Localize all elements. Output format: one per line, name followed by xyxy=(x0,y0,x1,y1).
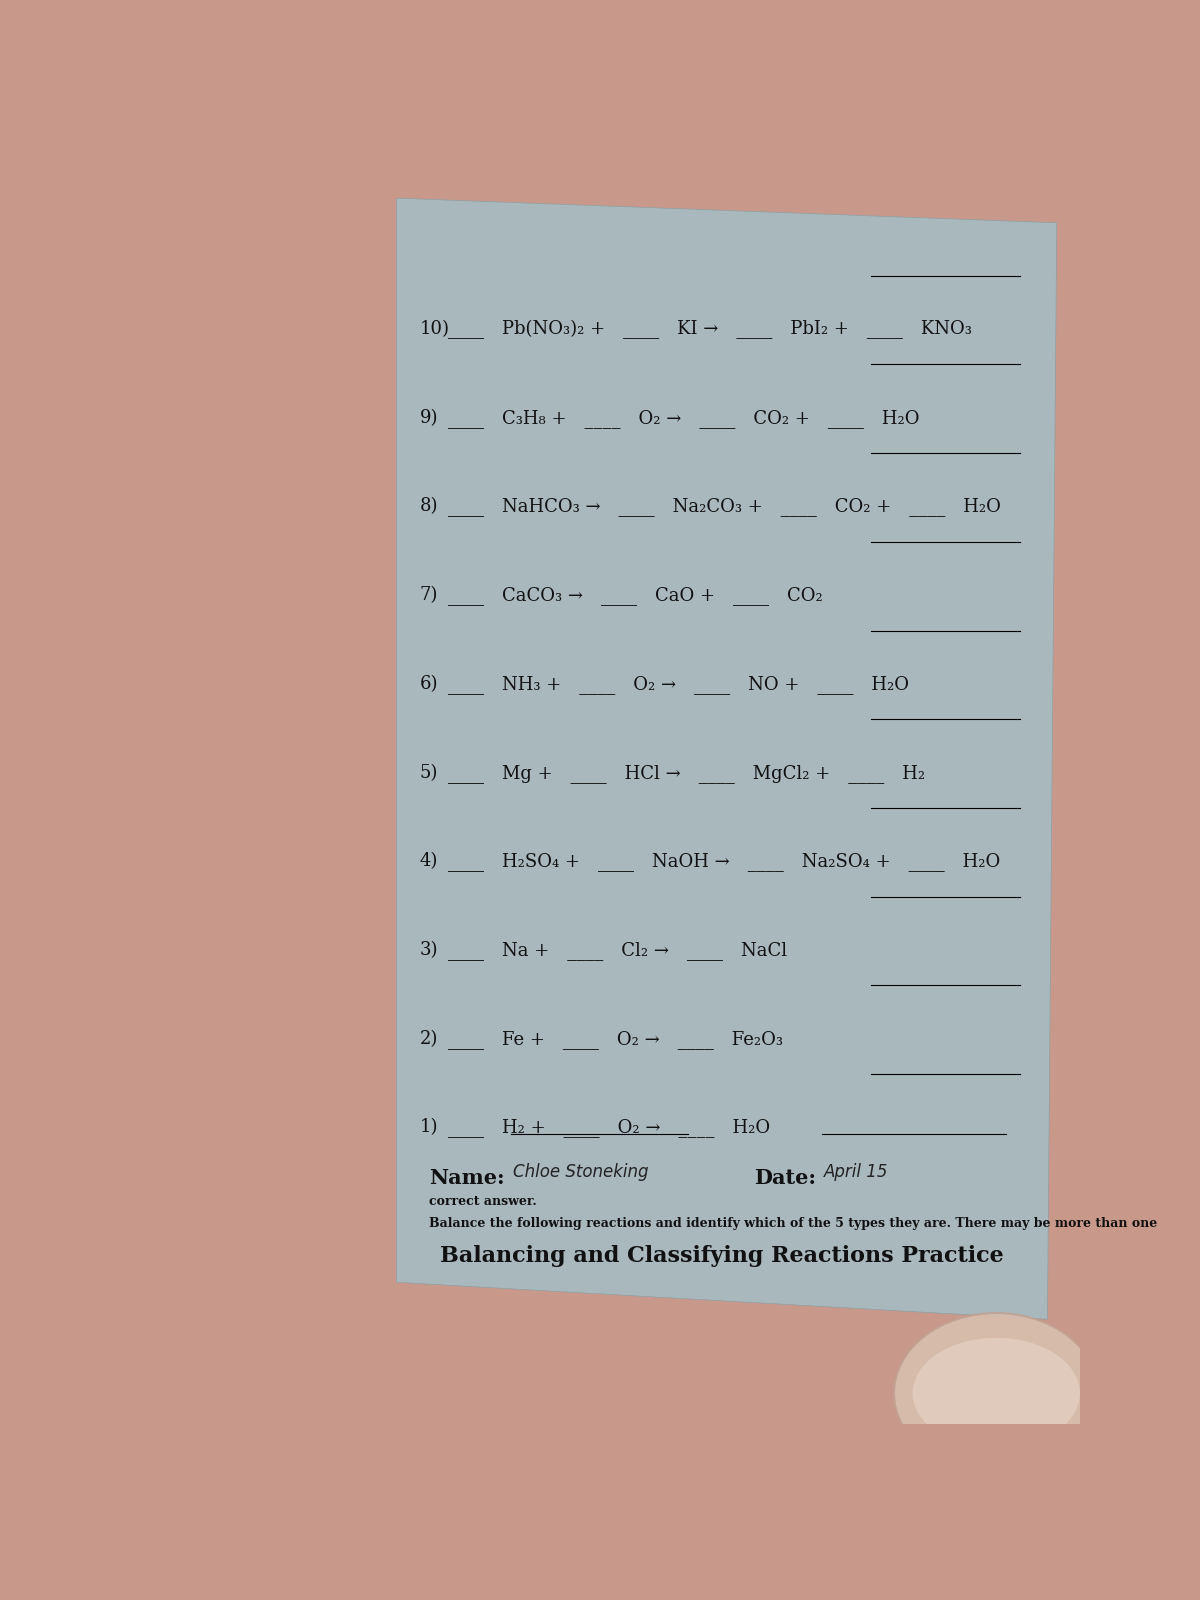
Text: ____ CaCO₃ → ____ CaO + ____ CO₂: ____ CaCO₃ → ____ CaO + ____ CO₂ xyxy=(448,586,822,605)
Text: ____ Fe + ____ O₂ → ____ Fe₂O₃: ____ Fe + ____ O₂ → ____ Fe₂O₃ xyxy=(448,1030,782,1048)
Text: 5): 5) xyxy=(420,763,438,782)
Text: ____ H₂SO₄ + ____ NaOH → ____ Na₂SO₄ + ____ H₂O: ____ H₂SO₄ + ____ NaOH → ____ Na₂SO₄ + _… xyxy=(448,853,1000,872)
Text: ____ NH₃ + ____ O₂ → ____ NO + ____ H₂O: ____ NH₃ + ____ O₂ → ____ NO + ____ H₂O xyxy=(448,675,908,694)
Text: 3): 3) xyxy=(420,941,438,958)
Text: Name:: Name: xyxy=(430,1168,505,1187)
Text: 9): 9) xyxy=(420,410,438,427)
Text: Balance the following reactions and identify which of the 5 types they are. Ther: Balance the following reactions and iden… xyxy=(430,1218,1157,1230)
Text: 4): 4) xyxy=(420,853,438,870)
Text: Balancing and Classifying Reactions Practice: Balancing and Classifying Reactions Prac… xyxy=(440,1245,1004,1267)
Text: 10): 10) xyxy=(420,320,450,338)
Text: Chloe Stoneking: Chloe Stoneking xyxy=(512,1163,648,1181)
Text: 2): 2) xyxy=(420,1030,438,1048)
Text: 6): 6) xyxy=(420,675,438,693)
Text: 1): 1) xyxy=(420,1118,438,1136)
Ellipse shape xyxy=(913,1338,1080,1448)
Ellipse shape xyxy=(894,1314,1099,1474)
Text: ____ Mg + ____ HCl → ____ MgCl₂ + ____ H₂: ____ Mg + ____ HCl → ____ MgCl₂ + ____ H… xyxy=(448,763,925,782)
Text: ____ H₂ + ____ O₂ → ____ H₂O: ____ H₂ + ____ O₂ → ____ H₂O xyxy=(448,1118,769,1138)
Text: 7): 7) xyxy=(420,586,438,605)
Text: 8): 8) xyxy=(420,498,438,515)
Text: correct answer.: correct answer. xyxy=(430,1195,536,1208)
Text: April 15: April 15 xyxy=(824,1163,889,1181)
Text: ____ Na + ____ Cl₂ → ____ NaCl: ____ Na + ____ Cl₂ → ____ NaCl xyxy=(448,941,787,960)
Polygon shape xyxy=(396,198,1057,1320)
Text: ____ C₃H₈ + ____ O₂ → ____ CO₂ + ____ H₂O: ____ C₃H₈ + ____ O₂ → ____ CO₂ + ____ H₂… xyxy=(448,410,919,427)
Text: Date:: Date: xyxy=(755,1168,816,1187)
Text: ____ Pb(NO₃)₂ + ____ KI → ____ PbI₂ + ____ KNO₃: ____ Pb(NO₃)₂ + ____ KI → ____ PbI₂ + __… xyxy=(448,320,972,339)
Text: ____ NaHCO₃ → ____ Na₂CO₃ + ____ CO₂ + ____ H₂O: ____ NaHCO₃ → ____ Na₂CO₃ + ____ CO₂ + _… xyxy=(448,498,1001,517)
